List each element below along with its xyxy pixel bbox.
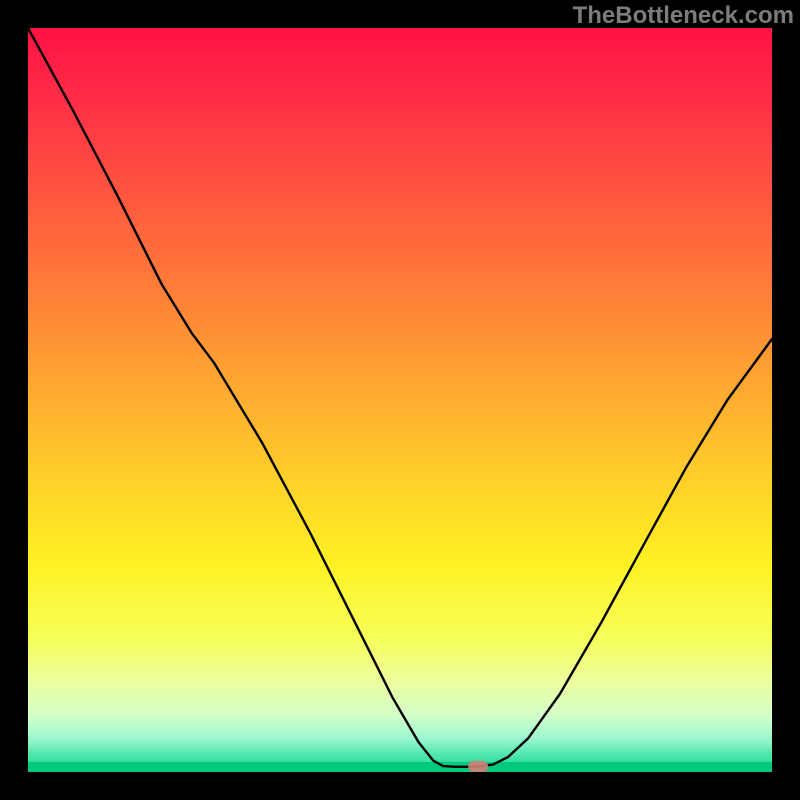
bottom-green-band xyxy=(28,762,772,772)
gradient-background xyxy=(28,28,772,772)
min-marker xyxy=(468,761,488,772)
plot-svg xyxy=(28,28,772,772)
plot-area xyxy=(28,28,772,772)
chart-root: TheBottleneck.com xyxy=(0,0,800,800)
watermark-text: TheBottleneck.com xyxy=(573,2,794,30)
